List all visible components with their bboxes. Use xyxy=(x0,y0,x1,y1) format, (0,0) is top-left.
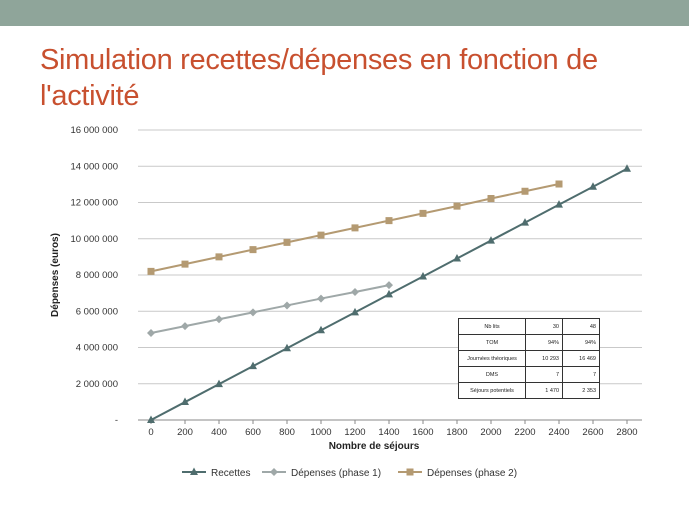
data-point xyxy=(453,254,461,262)
table-cell: 16 469 xyxy=(562,350,600,367)
data-point xyxy=(181,397,189,406)
table-row: Journées théoriques 10 293 16 469 xyxy=(458,350,600,367)
x-tick-label: 2200 xyxy=(514,427,535,438)
y-tick-label: 16 000 000 xyxy=(70,125,118,136)
data-point xyxy=(317,325,325,334)
table-row: TOM 94% 94% xyxy=(458,334,600,351)
x-tick-label: 600 xyxy=(245,427,261,438)
table-cell: 48 xyxy=(562,318,600,335)
table-row: Nb lits 30 48 xyxy=(458,318,600,335)
x-tick-label: 800 xyxy=(279,427,295,438)
data-point xyxy=(385,281,393,290)
data-point xyxy=(589,182,597,190)
data-point xyxy=(215,253,223,261)
x-tick-label: 2800 xyxy=(616,427,637,438)
y-tick-label: 14 000 000 xyxy=(70,161,118,172)
x-tick-label: 400 xyxy=(211,427,227,438)
data-point xyxy=(555,200,563,208)
data-point xyxy=(181,322,189,331)
y-tick-label: 12 000 000 xyxy=(70,198,118,209)
table-row-label: Séjours potentiels xyxy=(458,382,526,399)
data-point xyxy=(419,209,427,217)
data-point xyxy=(215,315,223,324)
data-point xyxy=(351,307,359,316)
y-tick-label: 2 000 000 xyxy=(76,379,118,390)
data-point xyxy=(385,289,393,298)
table-cell: 1 470 xyxy=(525,382,563,399)
data-point xyxy=(555,180,563,188)
table-cell: 94% xyxy=(562,334,600,351)
data-point xyxy=(283,343,291,352)
data-point xyxy=(215,379,223,388)
data-point xyxy=(147,329,155,337)
x-tick-label: 1600 xyxy=(412,427,433,438)
table-row-label: Journées théoriques xyxy=(458,350,526,367)
data-point xyxy=(487,195,495,203)
data-point xyxy=(249,361,257,370)
legend-marker xyxy=(270,468,278,476)
data-point xyxy=(521,218,529,226)
data-point xyxy=(419,271,427,280)
table-row: Séjours potentiels 1 470 2 353 xyxy=(458,382,600,399)
legend-label: Dépenses (phase 2) xyxy=(427,468,517,479)
data-point xyxy=(147,415,155,423)
y-tick-label: 10 000 000 xyxy=(70,234,118,245)
data-point xyxy=(181,260,189,268)
x-tick-label: 1800 xyxy=(446,427,467,438)
data-point xyxy=(487,236,495,244)
y-axis-title: Dépenses (euros) xyxy=(50,233,61,317)
x-tick-label: 1400 xyxy=(378,427,399,438)
data-table: Nb lits 30 48 TOM 94% 94% Journées théoriques 1… xyxy=(458,318,600,399)
legend-label: Dépenses (phase 1) xyxy=(291,468,381,479)
y-tick-label: 4 000 000 xyxy=(76,343,118,354)
table-cell: 7 xyxy=(562,366,600,383)
x-tick-label: 2600 xyxy=(582,427,603,438)
x-axis-title: Nombre de séjours xyxy=(329,441,420,452)
table-cell: 2 353 xyxy=(562,382,600,399)
data-point xyxy=(283,301,291,310)
data-point xyxy=(317,294,325,303)
slide-title: Simulation recettes/dépenses en fonction… xyxy=(40,44,598,112)
x-tick-label: 0 xyxy=(148,427,153,438)
x-tick-label: 2400 xyxy=(548,427,569,438)
legend-marker xyxy=(190,467,198,475)
data-point xyxy=(623,164,631,172)
data-point xyxy=(249,246,257,254)
data-point xyxy=(453,202,461,210)
top-banner xyxy=(0,0,689,26)
x-tick-label: 1000 xyxy=(310,427,331,438)
y-tick-label: 6 000 000 xyxy=(76,306,118,317)
data-point xyxy=(317,231,325,239)
data-point xyxy=(351,224,359,232)
legend-label: Recettes xyxy=(211,468,250,479)
table-cell: 30 xyxy=(525,318,563,335)
table-row: DMS 7 7 xyxy=(458,366,600,383)
table-row-label: DMS xyxy=(458,366,526,383)
x-tick-label: 2000 xyxy=(480,427,501,438)
data-point xyxy=(521,187,529,195)
table-row-label: TOM xyxy=(458,334,526,351)
table-cell: 10 293 xyxy=(525,350,563,367)
table-row-label: Nb lits xyxy=(458,318,526,335)
x-tick-label: 200 xyxy=(177,427,193,438)
y-tick-label: - xyxy=(115,415,118,426)
x-tick-label: 1200 xyxy=(344,427,365,438)
table-cell: 7 xyxy=(525,366,563,383)
data-point xyxy=(283,238,291,246)
legend-marker xyxy=(406,468,414,476)
series-line-2 xyxy=(150,284,390,334)
y-tick-label: 8 000 000 xyxy=(76,270,118,281)
data-point xyxy=(249,308,257,317)
table-cell: 94% xyxy=(525,334,563,351)
data-point xyxy=(385,217,393,225)
data-point xyxy=(147,267,155,275)
data-point xyxy=(351,288,359,297)
